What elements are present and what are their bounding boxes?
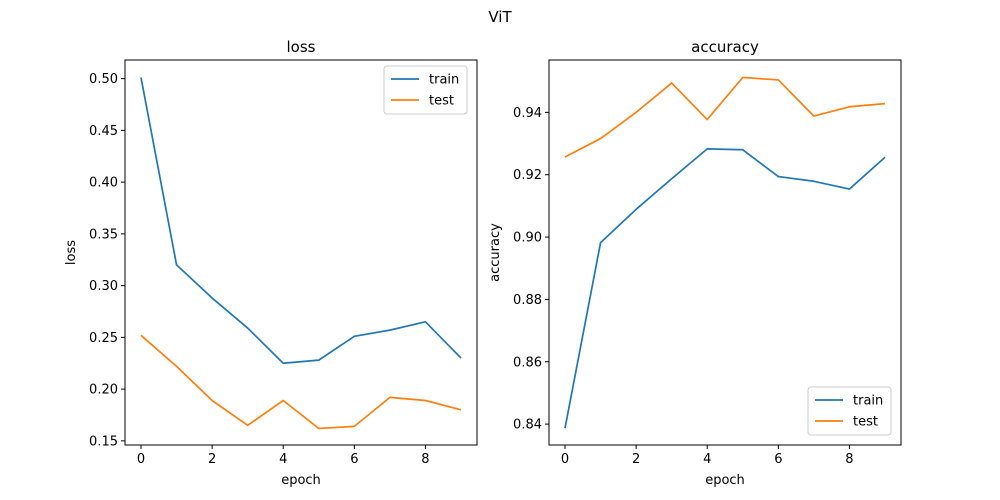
subplot-title: loss (287, 38, 316, 56)
y-axis-label: loss (64, 240, 79, 265)
series-line-train (140, 77, 462, 365)
axes-frame (124, 59, 478, 446)
y-tick-label: 0.84 (513, 418, 542, 433)
x-tick-label: 8 (421, 452, 429, 467)
subplots: loss 0 2 4 6 8 0.15 0.20 0.25 0.30 0.35 0.40 0.45 0.5… (64, 38, 902, 488)
subplot-loss: loss 0 2 4 6 8 0.15 0.20 0.25 0.30 0.35 0.40 0.45 0.5… (64, 38, 478, 488)
y-tick-label: 0.90 (513, 231, 542, 246)
y-tick-label: 0.35 (89, 227, 118, 242)
legend-label-test: test (853, 415, 878, 430)
x-tick-label: 4 (279, 452, 287, 467)
series-line-test (564, 76, 886, 158)
series-line-train (564, 148, 886, 429)
y-tick-label: 0.50 (89, 72, 118, 87)
x-tick-label: 8 (845, 452, 853, 467)
x-tick-label: 6 (774, 452, 782, 467)
legend-label-train: train (429, 73, 459, 88)
x-tick-label: 6 (350, 452, 358, 467)
x-tick-label: 2 (208, 452, 216, 467)
subplot-title: accuracy (691, 38, 759, 56)
y-tick-label: 0.45 (89, 124, 118, 139)
subplot-accuracy: accuracy 0 2 4 6 8 0.84 0.86 0.88 0.90 0.92 0.94 epo… (488, 38, 902, 488)
legend-label-train: train (853, 394, 883, 409)
legend: train test (383, 65, 468, 115)
series-line-test (140, 334, 462, 430)
y-tick-label: 0.88 (513, 293, 542, 308)
y-axis-label: accuracy (488, 223, 503, 282)
y-tick-label: 0.86 (513, 355, 542, 370)
figure-title: ViT (488, 8, 512, 26)
y-tick-label: 0.92 (513, 168, 542, 183)
legend-box (383, 65, 468, 115)
x-tick-label: 0 (137, 452, 145, 467)
x-tick-label: 0 (561, 452, 569, 467)
y-tick-label: 0.40 (89, 176, 118, 191)
legend-label-test: test (429, 94, 454, 109)
y-tick-label: 0.15 (89, 434, 118, 449)
legend: train test (807, 386, 892, 436)
x-tick-label: 4 (703, 452, 711, 467)
x-axis-label: epoch (281, 473, 321, 488)
y-tick-label: 0.25 (89, 331, 118, 346)
y-tick-label: 0.30 (89, 279, 118, 294)
legend-box (807, 386, 892, 436)
y-tick-label: 0.94 (513, 106, 542, 121)
axes-frame (548, 59, 902, 446)
y-tick-label: 0.20 (89, 383, 118, 398)
x-tick-label: 2 (632, 452, 640, 467)
x-axis-label: epoch (705, 473, 745, 488)
